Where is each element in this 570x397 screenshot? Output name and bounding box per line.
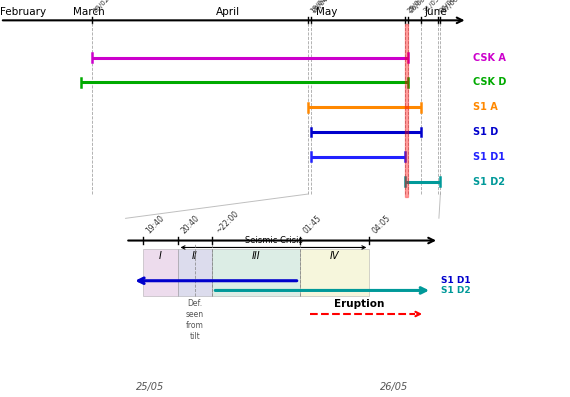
Text: III: III <box>252 251 260 261</box>
Text: 20:40: 20:40 <box>180 214 201 235</box>
Text: 06/06: 06/06 <box>438 0 457 14</box>
Text: S1 D1: S1 D1 <box>473 152 505 162</box>
Text: Def.
seen
from
tilt: Def. seen from tilt <box>186 299 204 341</box>
Text: S1 D2: S1 D2 <box>441 286 470 295</box>
Text: S1 A: S1 A <box>473 102 498 112</box>
Text: S1 D1: S1 D1 <box>441 276 470 285</box>
Text: 19/04: 19/04 <box>309 0 327 14</box>
Text: 19:40: 19:40 <box>145 214 166 235</box>
Text: 20/04: 20/04 <box>312 0 330 14</box>
Text: March: March <box>73 7 105 17</box>
Bar <box>405 24 408 197</box>
Text: CSK D: CSK D <box>473 77 506 87</box>
Text: ~22:00: ~22:00 <box>214 209 241 235</box>
Text: II: II <box>192 251 198 261</box>
Text: 29/02: 29/02 <box>93 0 111 14</box>
Text: 31/05: 31/05 <box>422 0 441 14</box>
Text: CSK A: CSK A <box>473 52 506 63</box>
Text: February: February <box>0 7 46 17</box>
Text: Seismic Crisis: Seismic Crisis <box>245 236 302 245</box>
Text: I: I <box>159 251 162 261</box>
Text: May: May <box>316 7 337 17</box>
Text: April: April <box>216 7 241 17</box>
Text: June: June <box>424 7 447 17</box>
Text: 04:05: 04:05 <box>371 214 393 235</box>
Text: 07/06: 07/06 <box>441 0 460 14</box>
Text: S1 D: S1 D <box>473 127 498 137</box>
Text: 25/05: 25/05 <box>406 0 425 14</box>
Bar <box>213 249 300 296</box>
Text: S1 D2: S1 D2 <box>473 177 505 187</box>
Bar <box>178 249 213 296</box>
Text: Eruption: Eruption <box>335 299 385 309</box>
Text: 26/05: 26/05 <box>409 0 428 14</box>
Text: 01:45: 01:45 <box>302 214 323 235</box>
Bar <box>143 249 178 296</box>
Bar <box>300 249 369 296</box>
Text: 26/05: 26/05 <box>380 382 408 392</box>
Text: 25/05: 25/05 <box>136 382 164 392</box>
Text: IV: IV <box>329 251 339 261</box>
